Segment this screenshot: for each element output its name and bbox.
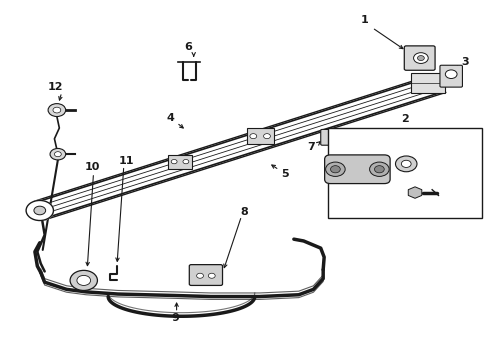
Circle shape <box>331 166 340 173</box>
Circle shape <box>264 134 270 139</box>
Text: 10: 10 <box>85 162 100 172</box>
Text: 11: 11 <box>119 156 134 166</box>
Circle shape <box>414 53 428 63</box>
Circle shape <box>50 148 66 160</box>
FancyBboxPatch shape <box>404 46 435 70</box>
Circle shape <box>250 134 257 139</box>
Circle shape <box>171 159 177 164</box>
Circle shape <box>70 270 98 291</box>
Text: 4: 4 <box>167 113 174 123</box>
Polygon shape <box>408 187 422 198</box>
Bar <box>328 128 482 218</box>
Text: 3: 3 <box>461 57 469 67</box>
FancyBboxPatch shape <box>321 130 345 145</box>
Circle shape <box>208 273 215 278</box>
Text: 2: 2 <box>401 114 409 124</box>
Text: 5: 5 <box>281 169 289 179</box>
Text: 8: 8 <box>240 207 248 217</box>
Circle shape <box>196 273 203 278</box>
Text: 1: 1 <box>361 15 368 26</box>
Circle shape <box>329 134 337 139</box>
FancyBboxPatch shape <box>325 155 390 184</box>
Circle shape <box>326 162 345 176</box>
Circle shape <box>369 162 389 176</box>
Text: 9: 9 <box>172 313 179 323</box>
Circle shape <box>395 156 417 172</box>
Circle shape <box>183 159 189 164</box>
Bar <box>246 128 273 144</box>
Circle shape <box>54 152 61 157</box>
Circle shape <box>374 166 384 173</box>
Text: 7: 7 <box>308 142 316 152</box>
Bar <box>168 155 192 169</box>
Circle shape <box>445 70 457 78</box>
Text: 12: 12 <box>48 82 63 92</box>
FancyBboxPatch shape <box>189 265 222 285</box>
Circle shape <box>48 104 66 117</box>
Circle shape <box>401 160 411 167</box>
Circle shape <box>53 107 61 113</box>
Bar <box>411 73 445 93</box>
Circle shape <box>26 201 53 221</box>
Text: 6: 6 <box>184 42 192 52</box>
Circle shape <box>34 206 46 215</box>
Circle shape <box>77 275 91 285</box>
FancyBboxPatch shape <box>440 65 463 87</box>
Circle shape <box>417 55 424 60</box>
